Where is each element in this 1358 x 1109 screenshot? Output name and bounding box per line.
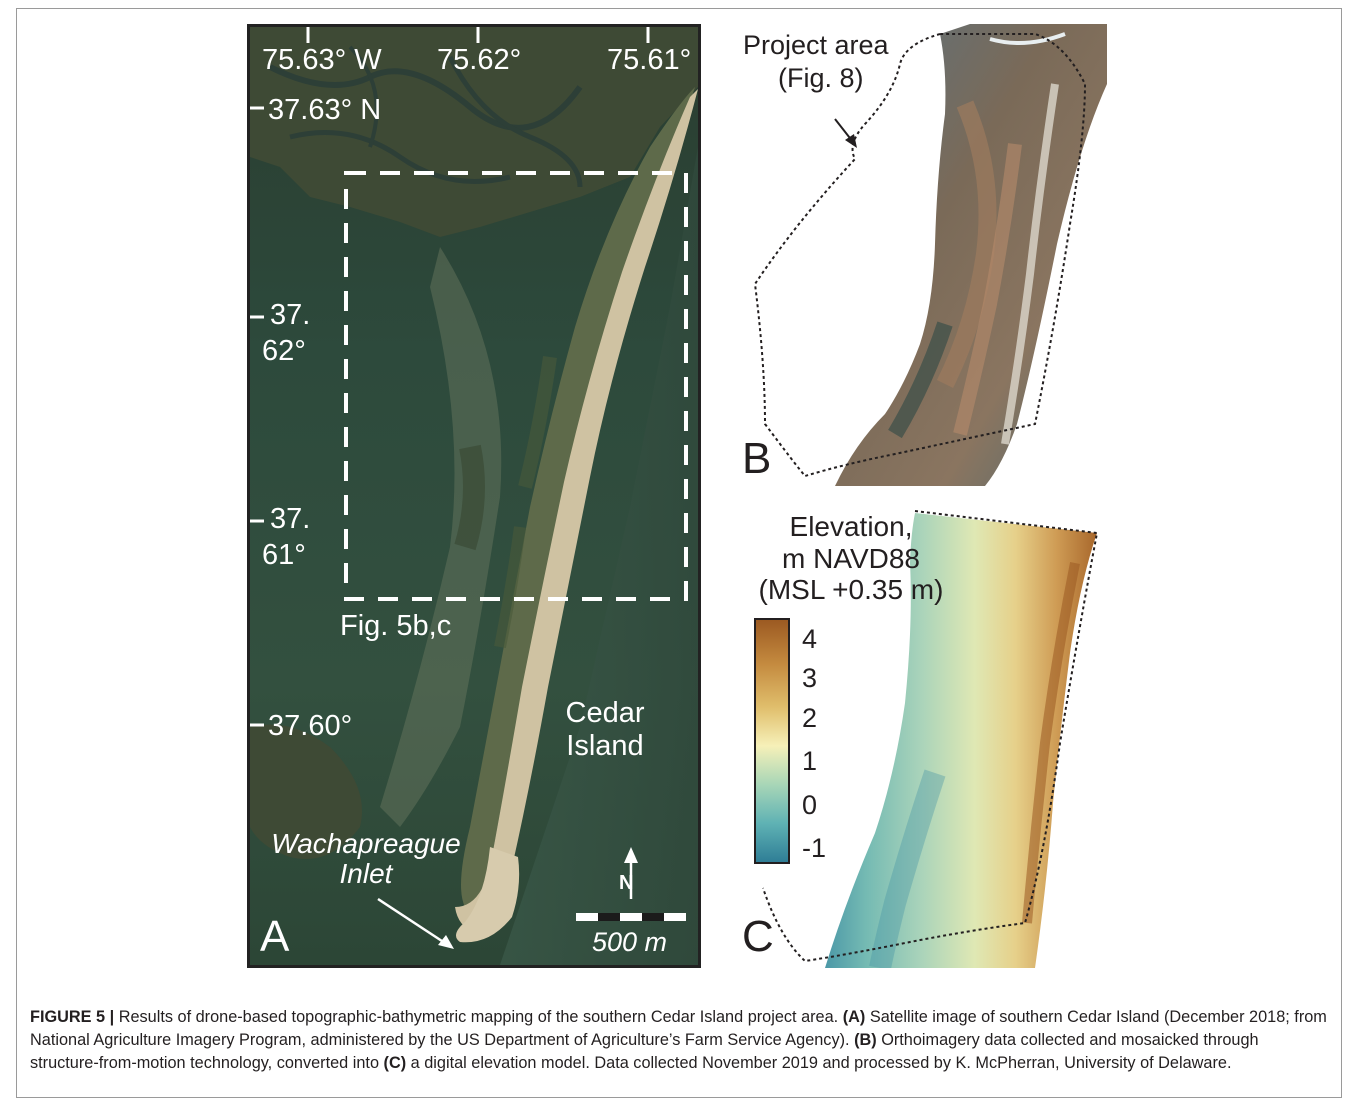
- lat-label-3a: 37.: [270, 503, 311, 535]
- north-arrow-icon: [624, 847, 638, 899]
- legend-tick-4: 4: [802, 624, 818, 654]
- caption-text-1: Results of drone-based topographic-bathy…: [114, 1008, 843, 1026]
- panel-letter-b: B: [742, 434, 772, 483]
- caption-text-2: Satellite image of southern Cedar Island…: [30, 1008, 1327, 1049]
- satellite-image: [250, 27, 698, 965]
- legend-title: Elevation, m NAVD88 (MSL +0.35 m): [758, 511, 944, 606]
- inlet-arrow: [377, 897, 449, 947]
- lat-label-2a: 37.: [270, 299, 311, 331]
- lon-label-1: 75.63° W: [262, 44, 382, 76]
- panel-c-elevation-model: C: [735, 503, 1107, 968]
- cedar-island-label: Cedar Island: [565, 697, 645, 763]
- scale-bar: [576, 913, 686, 921]
- north-label: N: [619, 872, 634, 894]
- caption-figure-label: FIGURE 5 |: [30, 1008, 115, 1026]
- scale-label: 500 m: [592, 927, 668, 957]
- lat-label-2b: 62°: [262, 335, 306, 367]
- caption-text-3: Orthoimagery data collected and mosaicke…: [30, 1031, 1259, 1072]
- project-area-label-2: (Fig. 8): [778, 63, 864, 93]
- panel-a-satellite-map: 75.63° W 75.62° 75.61° 37.63° N 37. 62° …: [247, 24, 701, 968]
- caption-c-label: (C): [383, 1054, 407, 1072]
- legend-tick-neg1: -1: [802, 833, 827, 863]
- inlet-label: Wachapreague Inlet: [271, 828, 461, 889]
- project-area-label-1: Project area: [743, 30, 889, 60]
- legend-tick-2: 2: [802, 703, 818, 733]
- dem-outline: [762, 510, 1099, 963]
- legend-tick-0: 0: [802, 790, 818, 820]
- inset-box: [344, 171, 688, 601]
- orthoimagery: [753, 24, 1107, 486]
- figure-caption: FIGURE 5 | Results of drone-based topogr…: [30, 1006, 1330, 1075]
- lat-label-3b: 61°: [262, 539, 306, 571]
- caption-a-label: (A): [842, 1008, 866, 1026]
- lon-label-2: 75.62°: [437, 44, 522, 76]
- inset-label: Fig. 5b,c: [340, 610, 452, 642]
- project-area-outline: [753, 33, 1087, 478]
- panel-letter-a: A: [260, 912, 290, 961]
- legend-tick-1: 1: [802, 746, 818, 776]
- lat-label-1: 37.63° N: [268, 94, 382, 126]
- panel-b-orthoimagery: Project area (Fig. 8) B: [735, 24, 1107, 486]
- lat-label-4: 37.60°: [268, 710, 353, 742]
- elevation-map: [762, 510, 1099, 968]
- caption-text-4: a digital elevation model. Data collecte…: [406, 1054, 1232, 1072]
- legend-tick-3: 3: [802, 663, 818, 693]
- color-scale-bar: [754, 618, 790, 864]
- caption-b-label: (B): [854, 1031, 877, 1049]
- lon-label-3: 75.61°: [607, 44, 692, 76]
- panel-letter-c: C: [742, 912, 774, 961]
